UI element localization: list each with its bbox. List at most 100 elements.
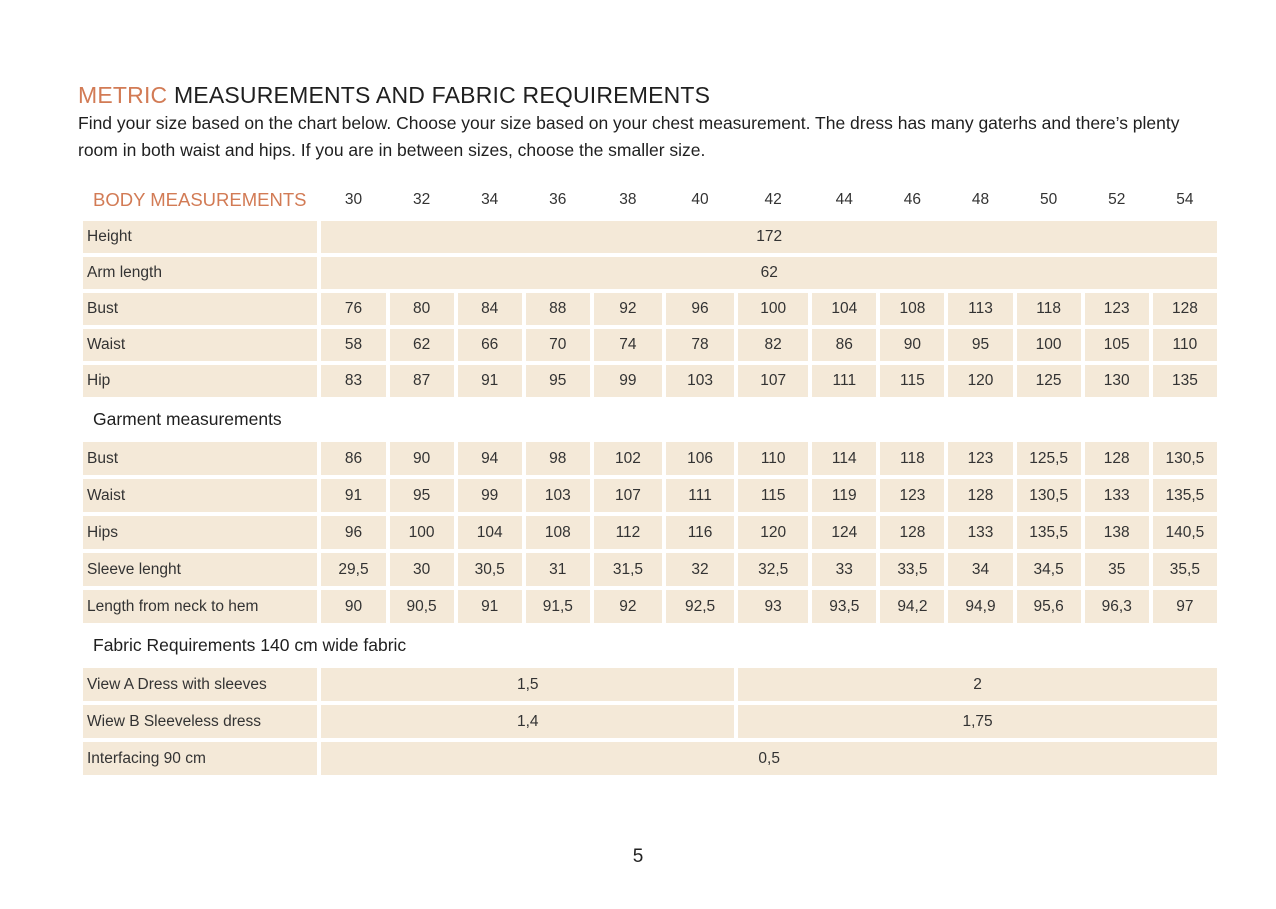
value-cell: 135,5	[1152, 479, 1217, 512]
size-header-cell: 32	[412, 191, 431, 208]
table-row: Sleeve lenght 29,5 30 30,5 31 31,5 32 32…	[83, 553, 1217, 586]
value-cell: 118	[1016, 293, 1081, 325]
value-cell: 90,5	[389, 590, 454, 623]
value-cell: 96	[665, 293, 735, 325]
value-cell: 95	[525, 365, 590, 397]
small-sizes-value-cell: 1,4	[321, 705, 735, 738]
section-header-row: Fabric Requirements 140 cm wide fabric	[83, 627, 1217, 664]
value-cell: 94,2	[880, 590, 945, 623]
page-number: 5	[632, 846, 644, 867]
value-cell: 103	[525, 479, 590, 512]
value-cell: 135	[1152, 365, 1217, 397]
value-cell: 104	[812, 293, 877, 325]
size-header-cell: 40	[691, 191, 709, 208]
garment-measurements-header: Garment measurements	[93, 409, 282, 429]
value-cell: 120	[948, 365, 1013, 397]
value-cell: 113	[948, 293, 1013, 325]
value-cell: 34	[948, 553, 1013, 586]
value-cell: 130,5	[1152, 442, 1217, 475]
value-cell: 95	[389, 479, 454, 512]
row-label: Waist	[83, 479, 318, 512]
value-cell: 90	[880, 329, 945, 361]
value-cell: 98	[525, 442, 590, 475]
value-cell: 111	[812, 365, 877, 397]
value-cell: 62	[389, 329, 454, 361]
value-cell: 93,5	[812, 590, 877, 623]
size-header-cell: 42	[764, 191, 782, 208]
value-cell: 107	[738, 365, 809, 397]
value-cell: 35,5	[1152, 553, 1217, 586]
value-cell: 99	[457, 479, 522, 512]
table-row: Waist 91 95 99 103 107 111 115 119 123 1…	[83, 479, 1217, 512]
value-cell: 32	[665, 553, 735, 586]
value-cell: 99	[593, 365, 662, 397]
value-cell: 130,5	[1016, 479, 1081, 512]
table-row: Hips 96 100 104 108 112 116 120 124 128 …	[83, 516, 1217, 549]
size-header-cell: 30	[344, 191, 363, 208]
value-cell: 104	[457, 516, 522, 549]
large-sizes-value-cell: 2	[738, 668, 1217, 701]
value-cell: 90	[321, 590, 386, 623]
value-cell: 119	[812, 479, 877, 512]
table-row: View A Dress with sleeves 1,5 2	[83, 668, 1217, 701]
value-cell: 133	[1084, 479, 1149, 512]
value-cell: 30	[389, 553, 454, 586]
spanned-value-cell: 62	[321, 257, 1217, 289]
value-cell: 138	[1084, 516, 1149, 549]
row-label: Bust	[83, 442, 318, 475]
size-header-cell: 46	[903, 191, 922, 208]
row-label: Length from neck to hem	[83, 590, 318, 623]
small-sizes-value-cell: 1,5	[321, 668, 735, 701]
value-cell: 128	[1084, 442, 1149, 475]
value-cell: 140,5	[1152, 516, 1217, 549]
value-cell: 95	[948, 329, 1013, 361]
row-label: Arm length	[83, 257, 318, 289]
table-row: Interfacing 90 cm 0,5	[83, 742, 1217, 775]
value-cell: 92	[593, 590, 662, 623]
intro-text: Find your size based on the chart below.…	[78, 113, 1180, 160]
row-label: Interfacing 90 cm	[83, 742, 318, 775]
value-cell: 96	[321, 516, 386, 549]
value-cell: 100	[738, 293, 809, 325]
value-cell: 30,5	[457, 553, 522, 586]
size-chart-table: BODY MEASUREMENTS 30 32 34 36 38 40 42 4…	[79, 179, 1221, 779]
value-cell: 33	[812, 553, 877, 586]
row-label: Height	[83, 221, 318, 253]
table-row: Hip 83 87 91 95 99 103 107 111 115 120 1…	[83, 365, 1217, 397]
large-sizes-value-cell: 1,75	[738, 705, 1217, 738]
title-accent: METRIC	[78, 82, 168, 108]
value-cell: 91	[457, 590, 522, 623]
value-cell: 80	[389, 293, 454, 325]
value-cell: 92,5	[665, 590, 735, 623]
row-label: Wiew B Sleeveless dress	[83, 705, 318, 738]
size-header-cell: 48	[971, 191, 990, 208]
value-cell: 58	[321, 329, 386, 361]
value-cell: 31	[525, 553, 590, 586]
value-cell: 112	[593, 516, 662, 549]
size-header-cell: 50	[1039, 191, 1058, 208]
row-label: Hip	[83, 365, 318, 397]
value-cell: 70	[525, 329, 590, 361]
value-cell: 29,5	[321, 553, 386, 586]
value-cell: 87	[389, 365, 454, 397]
value-cell: 92	[593, 293, 662, 325]
value-cell: 95,6	[1016, 590, 1081, 623]
value-cell: 84	[457, 293, 522, 325]
value-cell: 135,5	[1016, 516, 1081, 549]
value-cell: 76	[321, 293, 386, 325]
value-cell: 82	[738, 329, 809, 361]
value-cell: 91	[321, 479, 386, 512]
table-row: Waist 58 62 66 70 74 78 82 86 90 95 100 …	[83, 329, 1217, 361]
table-row: Bust 76 80 84 88 92 96 100 104 108 113 1…	[83, 293, 1217, 325]
value-cell: 35	[1084, 553, 1149, 586]
row-label: Waist	[83, 329, 318, 361]
value-cell: 91,5	[525, 590, 590, 623]
value-cell: 116	[665, 516, 735, 549]
row-label: View A Dress with sleeves	[83, 668, 318, 701]
title-rest: MEASUREMENTS AND FABRIC REQUIREMENTS	[167, 82, 711, 108]
value-cell: 128	[948, 479, 1013, 512]
size-header-cell: 54	[1176, 191, 1194, 208]
row-label: Bust	[83, 293, 318, 325]
value-cell: 100	[1016, 329, 1081, 361]
value-cell: 123	[948, 442, 1013, 475]
